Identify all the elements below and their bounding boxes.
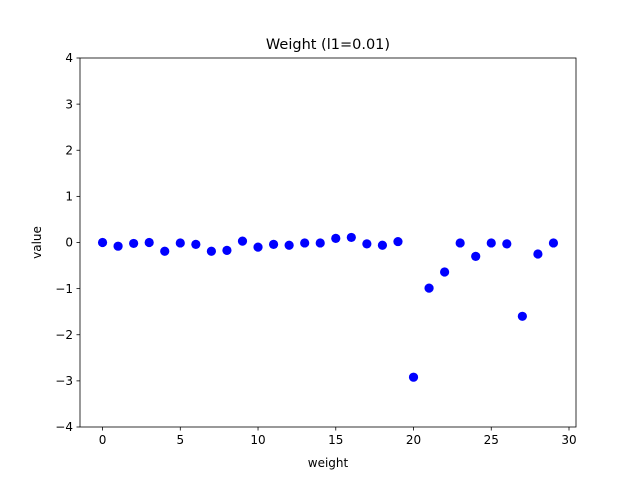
- data-point: [160, 246, 170, 256]
- plot-area: 0 5 10 15 20 25 30 −4 −3 −2 −1 0 1 2 3 4: [55, 51, 576, 447]
- data-point: [268, 239, 279, 249]
- data-point: [471, 251, 481, 261]
- data-point: [346, 232, 356, 243]
- data-point: [502, 239, 512, 249]
- data-point: [377, 240, 388, 250]
- data-point: [362, 239, 372, 249]
- y-tick-label: 2: [65, 143, 73, 157]
- y-tick-label: 1: [65, 190, 73, 204]
- x-tick-label: 5: [176, 433, 184, 447]
- data-point: [300, 238, 310, 248]
- data-point: [440, 267, 450, 277]
- x-tick-label: 0: [99, 433, 107, 447]
- data-point: [222, 245, 232, 255]
- data-point: [408, 372, 419, 382]
- x-tick-label: 15: [328, 433, 343, 447]
- y-tick-label: 4: [65, 51, 73, 65]
- data-point: [129, 238, 139, 249]
- x-tick-label: 20: [406, 433, 421, 447]
- y-tick-label: −2: [55, 328, 73, 342]
- data-point: [393, 236, 403, 247]
- y-tick-label: −4: [55, 420, 73, 434]
- data-point: [284, 240, 294, 250]
- data-point: [486, 238, 496, 248]
- chart-title: Weight (l1=0.01): [266, 37, 390, 53]
- data-point: [533, 249, 543, 259]
- y-axis-label: value: [30, 226, 44, 259]
- data-point: [253, 242, 263, 252]
- x-tick-label: 25: [484, 433, 499, 447]
- data-point: [455, 238, 465, 248]
- y-tick-label: −3: [55, 374, 73, 388]
- data-point: [517, 311, 527, 321]
- data-point: [97, 237, 108, 248]
- data-point: [113, 241, 123, 251]
- data-point: [175, 238, 185, 248]
- y-tick-label: 0: [65, 236, 73, 250]
- y-tick-label: 3: [65, 97, 73, 111]
- data-point: [315, 238, 325, 248]
- x-axis-label: weight: [308, 456, 349, 470]
- data-point: [237, 236, 248, 246]
- x-tick-label: 30: [561, 433, 576, 447]
- y-tick-label: −1: [55, 282, 73, 296]
- data-point: [424, 283, 434, 293]
- data-point: [206, 246, 216, 256]
- data-point: [191, 239, 201, 249]
- data-point: [548, 238, 559, 248]
- data-point: [144, 237, 154, 248]
- x-tick-label: 10: [250, 433, 265, 447]
- data-point: [331, 233, 341, 243]
